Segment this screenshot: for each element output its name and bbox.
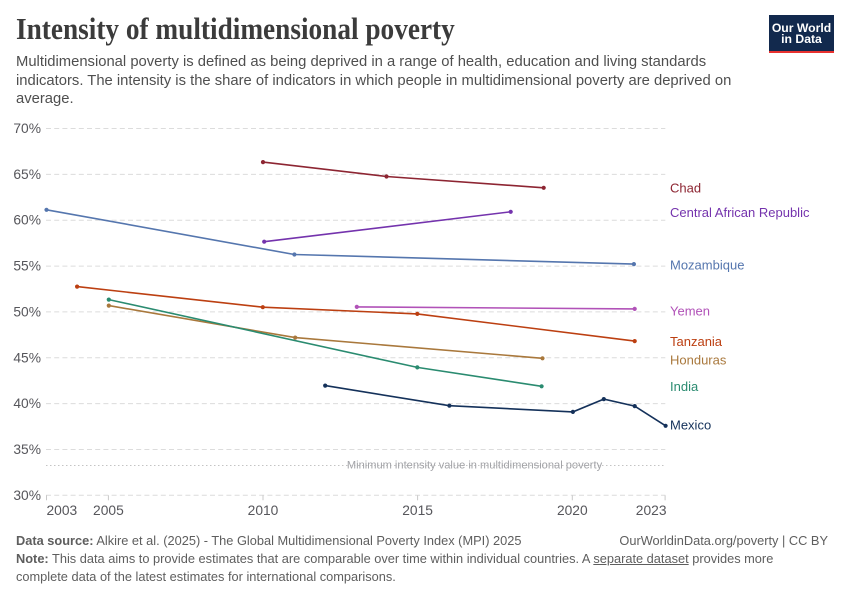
svg-text:Honduras: Honduras — [670, 352, 727, 367]
svg-text:60%: 60% — [13, 213, 41, 228]
svg-text:70%: 70% — [13, 121, 41, 136]
svg-text:Chad: Chad — [670, 181, 701, 196]
svg-text:Mozambique: Mozambique — [670, 257, 744, 272]
svg-text:2010: 2010 — [248, 503, 279, 518]
svg-text:Tanzania: Tanzania — [670, 334, 723, 349]
svg-text:Mexico: Mexico — [670, 418, 711, 433]
svg-text:50%: 50% — [13, 304, 41, 319]
svg-text:India: India — [670, 379, 699, 394]
svg-text:40%: 40% — [13, 396, 41, 411]
svg-text:2003: 2003 — [47, 503, 78, 518]
svg-text:45%: 45% — [13, 350, 41, 365]
svg-text:Central African Republic: Central African Republic — [670, 205, 810, 220]
svg-text:30%: 30% — [13, 488, 41, 503]
svg-text:2023: 2023 — [636, 503, 667, 518]
svg-text:Yemen: Yemen — [670, 303, 710, 318]
svg-text:Minimum intensity value in mul: Minimum intensity value in multidimensio… — [347, 459, 603, 471]
svg-text:2020: 2020 — [557, 503, 588, 518]
svg-text:35%: 35% — [13, 442, 41, 457]
svg-text:55%: 55% — [13, 259, 41, 274]
svg-text:65%: 65% — [13, 167, 41, 182]
svg-text:2005: 2005 — [93, 503, 124, 518]
svg-text:2015: 2015 — [402, 503, 433, 518]
